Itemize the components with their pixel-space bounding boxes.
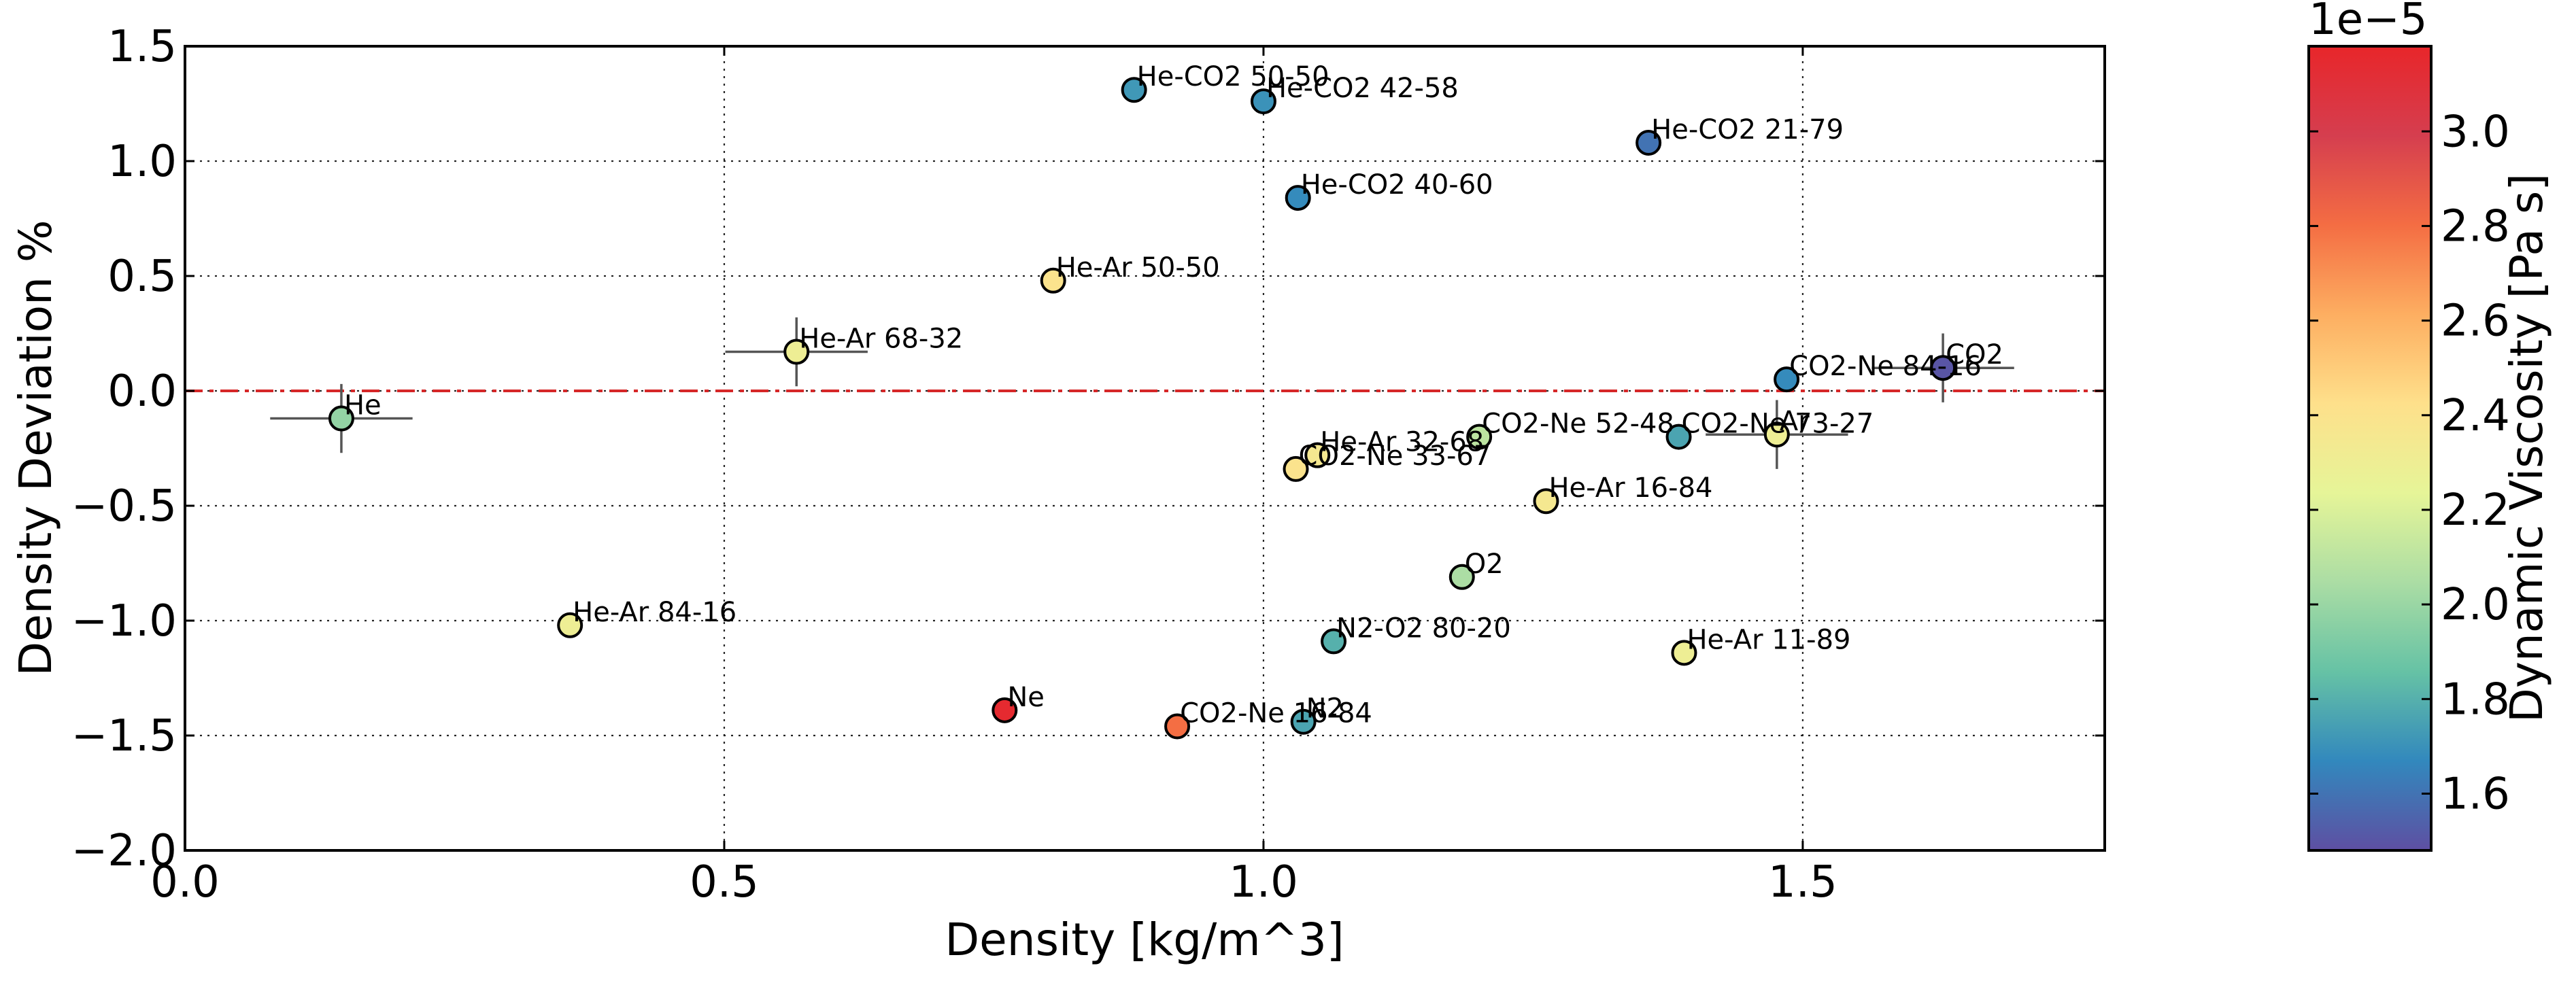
data-point [1636,129,1662,156]
x-tick-layer: 0.0 0.5 1.0 1.5 [150,46,1837,908]
plot-frame [184,45,2106,852]
grid-layer [185,46,2105,850]
point-label: Ne [1007,682,1045,713]
point-label: He-Ar 84-16 [573,597,736,628]
colorbar-tick-layer: 1.6 1.8 2.0 2.2 2.4 2.6 2.8 3.0 [2309,107,2510,819]
data-point [1763,421,1790,448]
data-point [1665,424,1692,450]
data-point [1164,713,1191,740]
data-point-layer [328,77,1956,740]
colorbar-tick-label: 2.4 [2441,391,2510,441]
data-point [1321,628,1347,655]
data-point [783,339,810,365]
point-label: He-Ar 68-32 [799,324,963,355]
y-axis-label: Density Deviation % [10,220,62,676]
y-tick-label: −1.0 [71,596,177,646]
y-tick-label: −0.5 [71,481,177,532]
data-point [1448,564,1475,590]
y-tick-label: 1.5 [107,22,177,72]
data-point [1290,708,1317,735]
point-label: He-CO2 40-60 [1301,169,1493,201]
colorbar-label: Dynamic Viscosity [Pa s] [2501,173,2553,723]
point-label: He [344,390,382,421]
x-axis-label: Density [kg/m^3] [945,914,1344,966]
y-tick-label: 0.5 [107,252,177,302]
point-label: He-CO2 42-58 [1266,73,1459,104]
data-point [557,612,583,638]
point-label: Ar [1780,406,1810,437]
colorbar-tick-label: 2.2 [2441,485,2510,536]
colorbar-multiplier: 1e−5 [2309,0,2427,45]
point-label: He-Ar 16-84 [1548,472,1712,504]
data-point [1121,77,1147,103]
x-tick-label: 0.0 [150,857,220,908]
y-tick-label: 1.0 [107,137,177,187]
point-label: CO2-Ne 16-84 [1180,697,1372,729]
point-label: N2 [1306,693,1344,725]
colorbar-tick-label: 3.0 [2441,107,2510,157]
colorbar-gradient [2307,45,2433,852]
point-label: CO2-Ne 73-27 [1682,409,1874,440]
colorbar-tick-label: 1.6 [2441,769,2510,819]
point-label: O2 [1465,549,1504,580]
point-label: He-Ar 50-50 [1056,252,1220,283]
y-tick-layer: −2.0 −1.5 −1.0 −0.5 0.0 0.5 1.0 1.5 [71,22,2105,876]
colorbar-tick-label: 2.6 [2441,296,2510,347]
x-tick-label: 1.0 [1229,857,1298,908]
data-point [1774,366,1800,393]
point-label-layer: He He-Ar 68-32 He-Ar 50-50 He-Ar 84-16 Ne He-… [344,61,2003,729]
y-tick-label: 0.0 [107,366,177,417]
data-point [1250,88,1276,115]
point-label: He-CO2 50-50 [1137,61,1329,92]
data-point [1285,185,1311,211]
data-point [1040,267,1066,294]
colorbar-tick-label: 2.8 [2441,201,2510,252]
point-label: He-Ar 11-89 [1687,624,1850,655]
colorbar-tick-label: 1.8 [2441,674,2510,725]
data-point [992,697,1018,723]
x-tick-label: 0.5 [690,857,759,908]
y-tick-label: −1.5 [71,711,177,761]
point-label: CO2-Ne 33-67 [1299,440,1491,472]
point-label: N2-O2 80-20 [1336,612,1511,644]
data-point [328,405,354,432]
point-label: CO2-Ne 84-16 [1789,351,1982,382]
point-label: He-Ar 32-68 [1320,427,1484,458]
error-bar-layer [270,317,2014,469]
colorbar: 1.6 1.8 2.0 2.2 2.4 2.6 2.8 3.0 1e−5 Dynamic Vi… [2307,0,2553,852]
data-point [1671,640,1697,666]
point-label: CO2 [1946,339,2003,370]
data-point [1304,442,1331,468]
colorbar-tick-label: 2.0 [2441,580,2510,630]
point-label: He-CO2 21-79 [1651,114,1844,145]
data-point [1283,455,1309,482]
data-point [1466,424,1493,450]
point-label: CO2-Ne 52-48 [1482,409,1674,440]
y-tick-label: −2.0 [71,826,177,876]
x-tick-label: 1.5 [1768,857,1837,908]
data-point [1930,355,1956,381]
data-point [1533,488,1559,515]
